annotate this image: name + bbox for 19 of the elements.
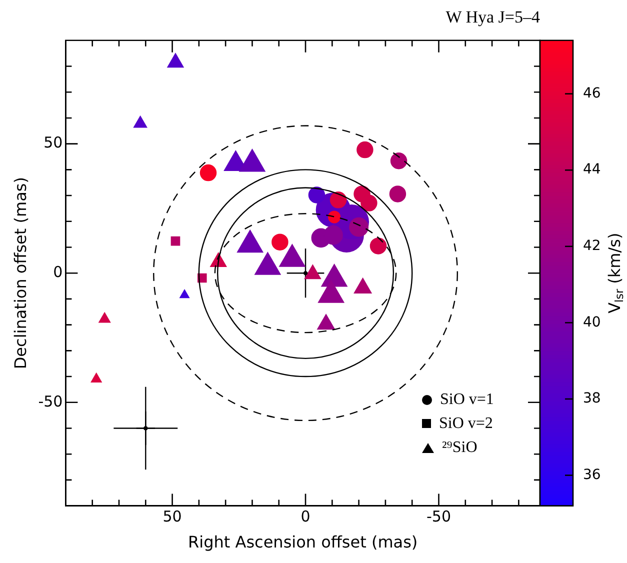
- color-bar-title: Vlsr (km/s): [605, 232, 626, 314]
- x-tick-label: 0: [300, 508, 310, 526]
- x-tick-label: -50: [426, 508, 451, 526]
- y-tick-label: 0: [53, 262, 63, 281]
- text: ²⁹SiO: [442, 438, 478, 457]
- x-axis-title: Right Ascension offset (mas): [188, 532, 418, 552]
- color-bar-label: 38: [583, 390, 601, 407]
- color-bar-label: 42: [583, 238, 601, 254]
- color-bar-label: 46: [583, 85, 601, 102]
- y-axis-title: Declination offset (mas): [10, 177, 30, 370]
- x-tick-label: 50: [162, 508, 182, 526]
- text: SiO v=1: [440, 390, 494, 409]
- y-tick-label: 50: [44, 134, 63, 152]
- color-bar-label: 44: [583, 162, 601, 178]
- y-tick-label: -50: [38, 392, 63, 410]
- chart-title: W Hya J=5–4: [446, 8, 540, 27]
- color-bar-label: 36: [583, 466, 601, 483]
- color-bar-label: 40: [583, 314, 601, 330]
- text: SiO v=2: [439, 414, 493, 433]
